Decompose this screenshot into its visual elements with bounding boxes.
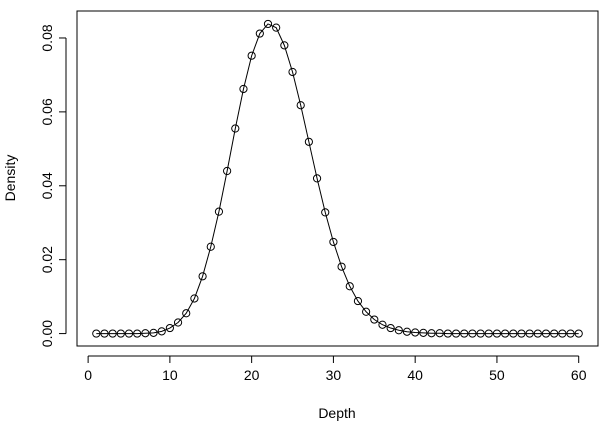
data-point — [435, 329, 444, 338]
data-point — [419, 328, 428, 337]
y-tick-label: 0.00 — [39, 320, 55, 347]
x-axis-label: Depth — [318, 405, 355, 421]
data-point — [239, 84, 248, 94]
y-axis: 0.00 0.02 0.04 0.06 0.08 — [39, 24, 67, 347]
data-point — [451, 329, 461, 338]
data-point — [223, 166, 232, 176]
data-point — [312, 174, 322, 183]
data-point — [411, 328, 420, 337]
data-point — [304, 137, 313, 146]
data-point — [345, 282, 354, 291]
data-point — [124, 329, 134, 338]
x-tick-label: 10 — [162, 367, 178, 383]
data-point — [255, 29, 264, 38]
x-tick-label: 60 — [571, 367, 587, 383]
data-point — [525, 329, 534, 338]
data-point — [206, 242, 215, 251]
data-point — [182, 309, 191, 318]
data-point — [296, 101, 305, 110]
data-point — [460, 329, 469, 338]
data-point — [149, 328, 158, 337]
data-point — [247, 51, 256, 60]
data-point — [443, 329, 452, 338]
data-point — [533, 329, 542, 338]
x-tick-label: 40 — [407, 367, 423, 383]
x-tick-label: 50 — [489, 367, 505, 383]
data-point — [263, 19, 273, 29]
data-point — [157, 327, 166, 336]
data-point — [501, 329, 510, 338]
data-point — [492, 329, 502, 338]
data-point — [468, 329, 477, 338]
data-point — [574, 329, 583, 338]
data-point — [133, 329, 142, 338]
data-point — [427, 329, 436, 338]
data-point — [190, 294, 199, 303]
data-point — [558, 329, 567, 338]
data-point — [386, 323, 395, 333]
y-tick-label: 0.08 — [39, 24, 55, 51]
data-point — [92, 329, 101, 338]
data-point — [165, 323, 174, 333]
data-point — [362, 307, 371, 316]
data-point — [402, 327, 412, 336]
data-point — [272, 23, 281, 32]
data-point — [198, 272, 207, 281]
x-axis: 0 10 20 30 40 50 60 — [84, 355, 587, 383]
data-point — [509, 329, 518, 338]
data-point — [280, 41, 289, 50]
data-point — [141, 329, 150, 338]
x-tick-label: 0 — [84, 367, 92, 383]
data-point — [116, 329, 125, 338]
data-point — [214, 207, 224, 216]
x-tick-label: 30 — [326, 367, 342, 383]
data-point — [231, 124, 240, 133]
data-point — [173, 318, 183, 327]
y-tick-label: 0.04 — [39, 172, 55, 199]
plot-frame — [76, 10, 599, 347]
data-point — [566, 329, 575, 338]
series-group — [92, 19, 583, 338]
data-point — [484, 329, 493, 338]
data-point — [378, 320, 387, 329]
data-point — [108, 329, 117, 338]
density-line — [96, 23, 579, 335]
y-axis-label: Density — [2, 155, 18, 202]
data-point — [353, 296, 363, 306]
y-tick-label: 0.06 — [39, 98, 55, 125]
y-tick-label: 0.02 — [39, 246, 55, 273]
data-point — [288, 67, 297, 77]
data-point — [370, 315, 379, 324]
data-point — [329, 237, 338, 247]
x-tick-label: 20 — [244, 367, 260, 383]
data-point — [321, 208, 330, 217]
data-point — [476, 329, 485, 338]
data-point — [394, 326, 403, 335]
data-point — [100, 329, 109, 338]
data-point — [517, 329, 526, 338]
data-point — [550, 329, 559, 338]
data-point — [541, 329, 551, 338]
data-point — [337, 262, 346, 271]
